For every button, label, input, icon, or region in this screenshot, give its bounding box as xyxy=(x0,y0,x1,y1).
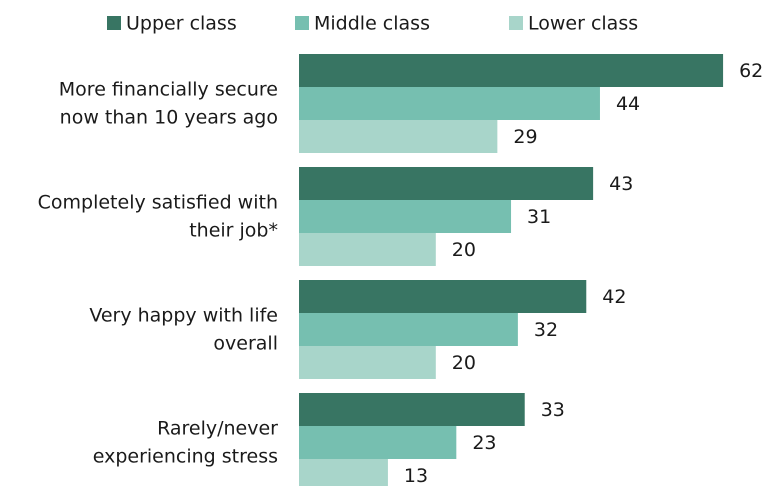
legend-label: Middle class xyxy=(314,13,430,35)
category-label: More financially secure now than 10 years… xyxy=(59,78,278,128)
value-label: 32 xyxy=(534,319,558,341)
legend-swatch xyxy=(107,16,121,30)
category-line: Very happy with life xyxy=(89,304,278,326)
category-line: Rarely/never xyxy=(157,417,278,439)
value-label: 13 xyxy=(404,465,428,486)
bar xyxy=(299,233,436,266)
bar xyxy=(299,313,518,346)
legend-label: Lower class xyxy=(528,13,638,35)
legend-swatch xyxy=(509,16,523,30)
category-line: More financially secure xyxy=(59,78,278,100)
bar xyxy=(299,87,600,120)
bar xyxy=(299,120,498,153)
value-label: 29 xyxy=(513,126,537,148)
bar xyxy=(299,280,587,313)
bar xyxy=(299,459,388,486)
category-line: overall xyxy=(213,332,278,354)
value-label: 20 xyxy=(452,239,476,261)
category-label: Completely satisfied with their job* xyxy=(38,191,278,241)
value-label: 44 xyxy=(616,93,640,115)
category-line: Completely satisfied with xyxy=(38,191,278,213)
legend-label: Upper class xyxy=(126,13,237,35)
value-label: 20 xyxy=(452,352,476,374)
value-label: 62 xyxy=(739,60,763,82)
category-line: their job* xyxy=(189,219,278,241)
legend-swatch xyxy=(295,16,309,30)
value-label: 42 xyxy=(602,286,626,308)
category-line: now than 10 years ago xyxy=(60,106,278,128)
bar xyxy=(299,426,457,459)
category-line: experiencing stress xyxy=(93,445,278,467)
category-label: Rarely/never experiencing stress xyxy=(93,417,278,467)
value-label: 31 xyxy=(527,206,551,228)
bar xyxy=(299,393,525,426)
value-label: 33 xyxy=(541,399,565,421)
bar xyxy=(299,346,436,379)
bar xyxy=(299,167,594,200)
category-label: Very happy with life overall xyxy=(89,304,278,354)
bar xyxy=(299,54,724,87)
value-label: 23 xyxy=(472,432,496,454)
value-label: 43 xyxy=(609,173,633,195)
bar xyxy=(299,200,512,233)
